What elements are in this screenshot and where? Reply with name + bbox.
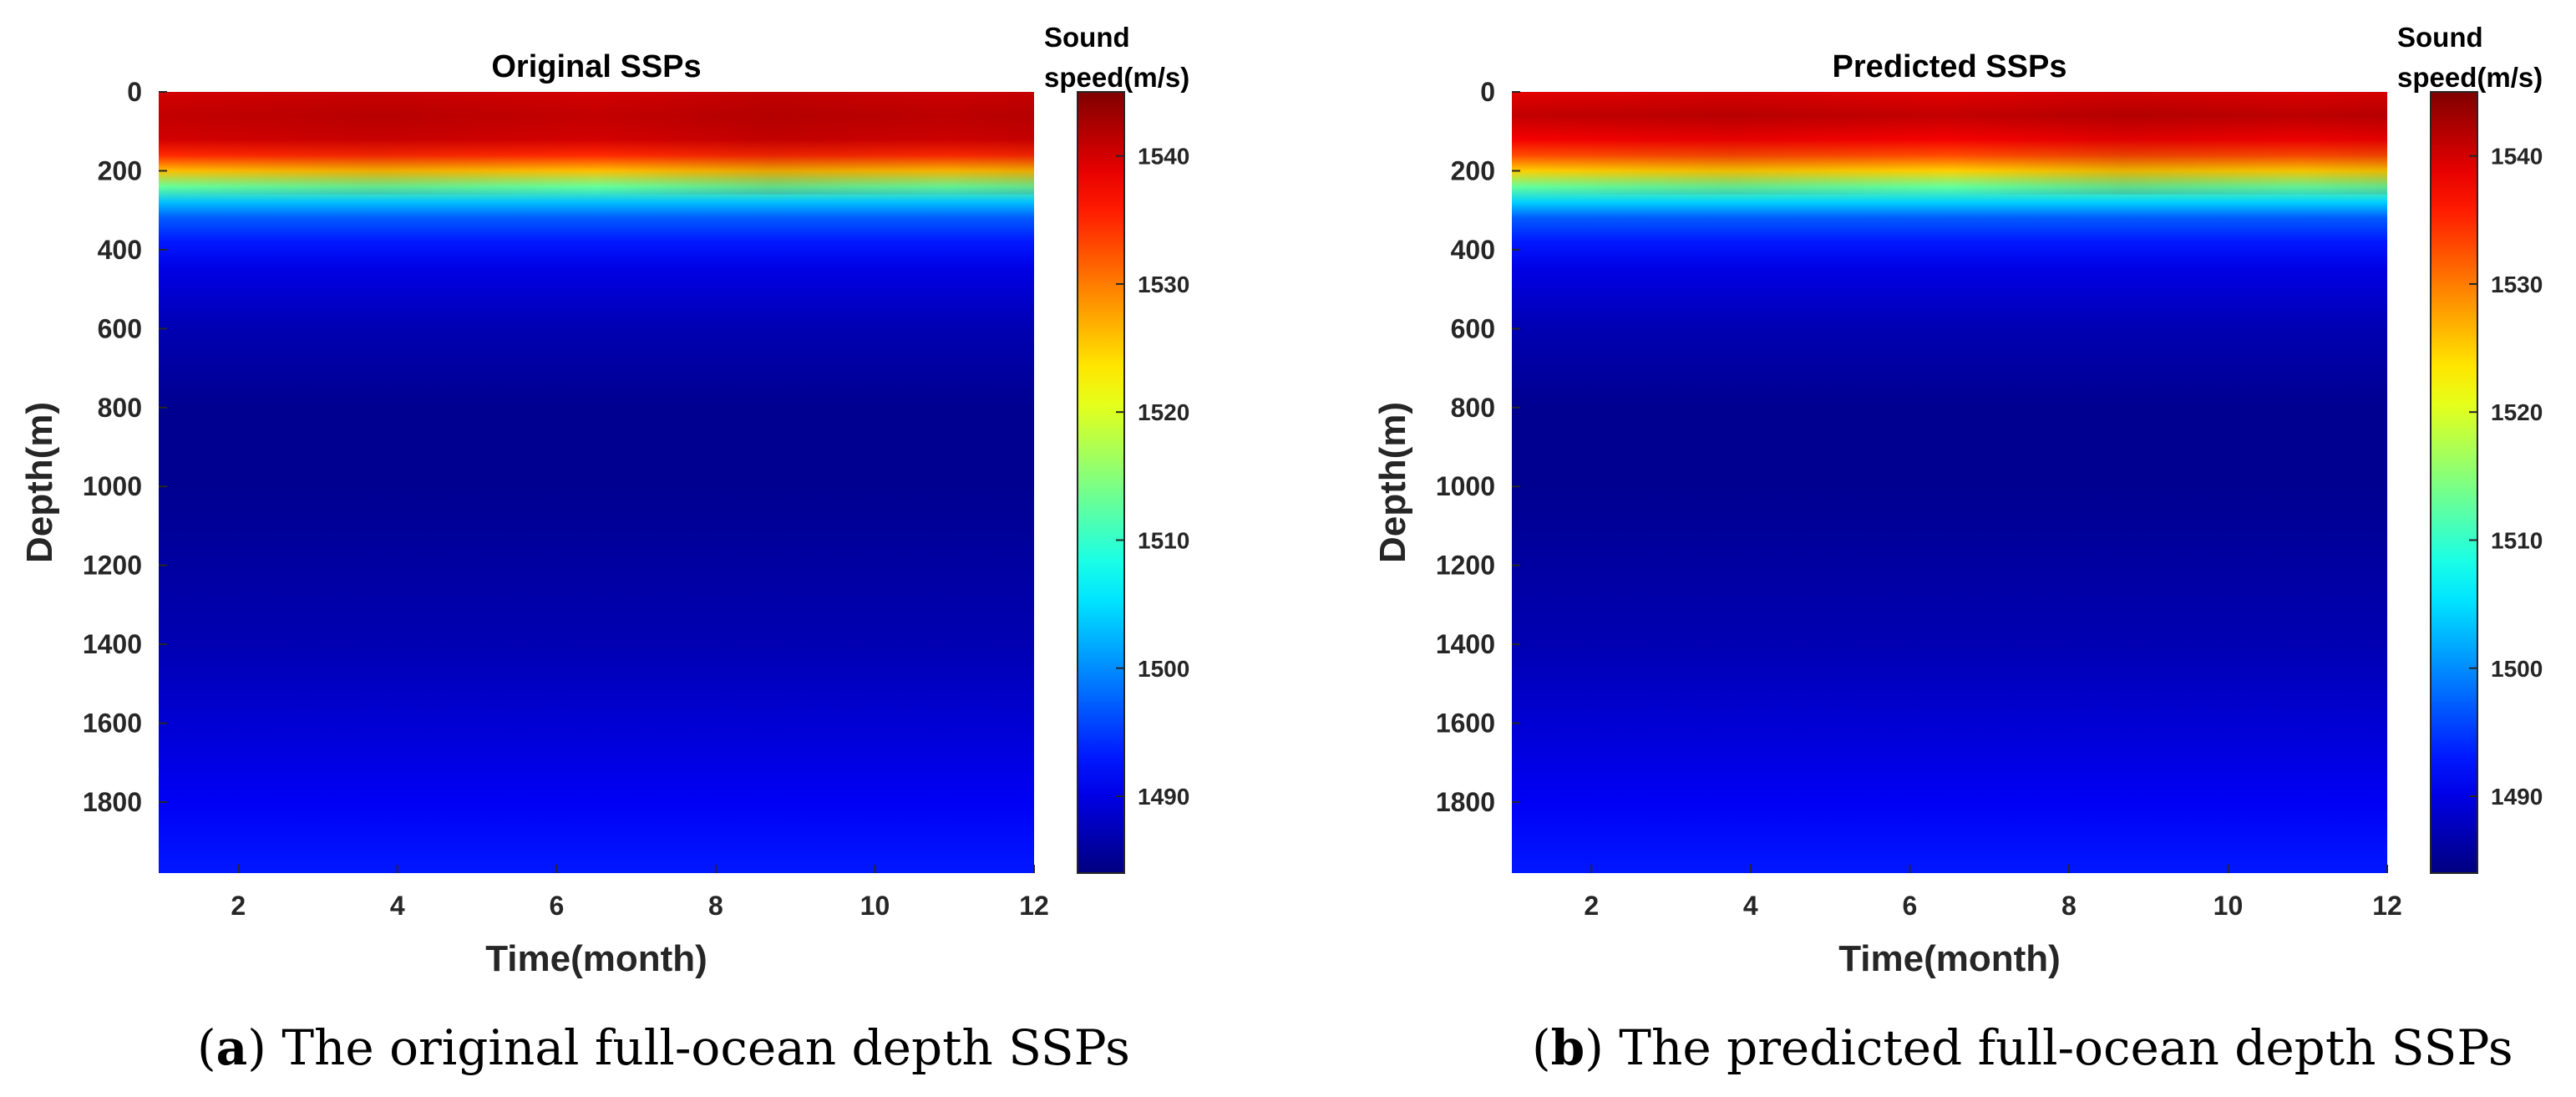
x-tick-label: 10 — [2213, 891, 2244, 921]
colorbar-tick-label: 1510 — [1138, 527, 1189, 553]
y-tick-label: 400 — [98, 235, 142, 265]
chart-title: Original SSPs — [491, 49, 701, 84]
colorbar-tick-label: 1500 — [2491, 656, 2543, 682]
colorbar-tick-label: 1530 — [1138, 272, 1189, 297]
heatmap-chart-predicted: 2 4 6 8 10 12 0 200 400 600 800 1000 1200 1400 1600 180… — [1372, 22, 2543, 979]
colorbar-tick-label: 1540 — [1138, 144, 1189, 170]
colorbar-tick-label: 1530 — [2491, 272, 2543, 297]
y-tick-label: 800 — [98, 393, 142, 423]
y-tick-label: 200 — [98, 155, 142, 185]
y-tick-label: 0 — [1480, 77, 1495, 107]
colorbar-tick-label: 1510 — [2491, 527, 2543, 553]
y-tick-label: 1600 — [83, 708, 142, 739]
caption-original: (a) The original full-ocean depth SSPs — [197, 1019, 1130, 1076]
x-tick-label: 4 — [390, 891, 405, 921]
colorbar-tick-label: 1520 — [2491, 399, 2543, 425]
heatmap-surface-variation — [1512, 92, 2387, 195]
y-tick-label: 1200 — [1436, 551, 1495, 581]
colorbar-tick-label: 1540 — [2491, 144, 2543, 170]
y-tick-label: 600 — [98, 313, 142, 343]
x-tick-label: 4 — [1743, 891, 1758, 921]
y-axis-label: Depth(m) — [1372, 402, 1413, 563]
chart-title: Predicted SSPs — [1833, 49, 2067, 84]
heatmap-field — [159, 92, 1034, 873]
y-tick-label: 1400 — [1436, 629, 1495, 659]
caption-predicted: (b) The predicted full-ocean depth SSPs — [1532, 1019, 2513, 1076]
x-tick-label: 8 — [2061, 891, 2077, 921]
y-tick-label: 1600 — [1436, 708, 1495, 739]
x-tick-label: 12 — [1019, 891, 1049, 921]
y-axis-label: Depth(m) — [19, 402, 60, 563]
x-tick-label: 10 — [860, 891, 890, 921]
colorbar-title-line1: Sound — [1044, 22, 1130, 53]
heatmap-field — [1512, 92, 2387, 873]
y-tick-label: 1000 — [83, 471, 142, 501]
x-axis-label: Time(month) — [485, 938, 707, 979]
y-tick-label: 400 — [1451, 235, 1495, 265]
colorbar — [1078, 92, 1124, 873]
colorbar-frame — [2430, 91, 2478, 874]
colorbar-tick-label: 1490 — [2491, 784, 2543, 810]
colorbar-title-line2: speed(m/s) — [1044, 62, 1189, 93]
y-tick-label: 600 — [1451, 313, 1495, 343]
y-tick-label: 1800 — [1436, 787, 1495, 817]
chart-panel-original: 2 4 6 8 10 12 0 200 400 600 800 1000 1200 1400 1600 180… — [19, 22, 1189, 1076]
colorbar-title-line1: Sound — [2397, 22, 2483, 53]
y-tick-label: 800 — [1451, 393, 1495, 423]
x-tick-label: 8 — [708, 891, 723, 921]
x-tick-label: 2 — [231, 891, 246, 921]
y-tick-label: 1400 — [83, 629, 142, 659]
y-tick-label: 0 — [127, 77, 142, 107]
x-axis-label: Time(month) — [1838, 938, 2061, 979]
colorbar — [2431, 92, 2477, 873]
colorbar-tick-label: 1490 — [1138, 784, 1189, 810]
colorbar-tick-label: 1500 — [1138, 656, 1189, 682]
colorbar-frame — [1077, 91, 1125, 874]
chart-panel-predicted: 2 4 6 8 10 12 0 200 400 600 800 1000 1200 1400 1600 180… — [1353, 0, 2576, 1097]
heatmap-surface-variation — [159, 92, 1034, 195]
heatmap-chart-original: 2 4 6 8 10 12 0 200 400 600 800 1000 1200 1400 1600 180… — [19, 22, 1189, 979]
x-tick-label: 6 — [1902, 891, 1917, 921]
x-tick-label: 12 — [2372, 891, 2402, 921]
x-tick-label: 2 — [1584, 891, 1599, 921]
colorbar-tick-label: 1520 — [1138, 399, 1189, 425]
x-tick-label: 6 — [549, 891, 564, 921]
y-tick-label: 1200 — [83, 551, 142, 581]
y-tick-label: 1000 — [1436, 471, 1495, 501]
y-tick-label: 1800 — [83, 787, 142, 817]
y-tick-label: 200 — [1451, 155, 1495, 185]
colorbar-title-line2: speed(m/s) — [2397, 62, 2543, 93]
